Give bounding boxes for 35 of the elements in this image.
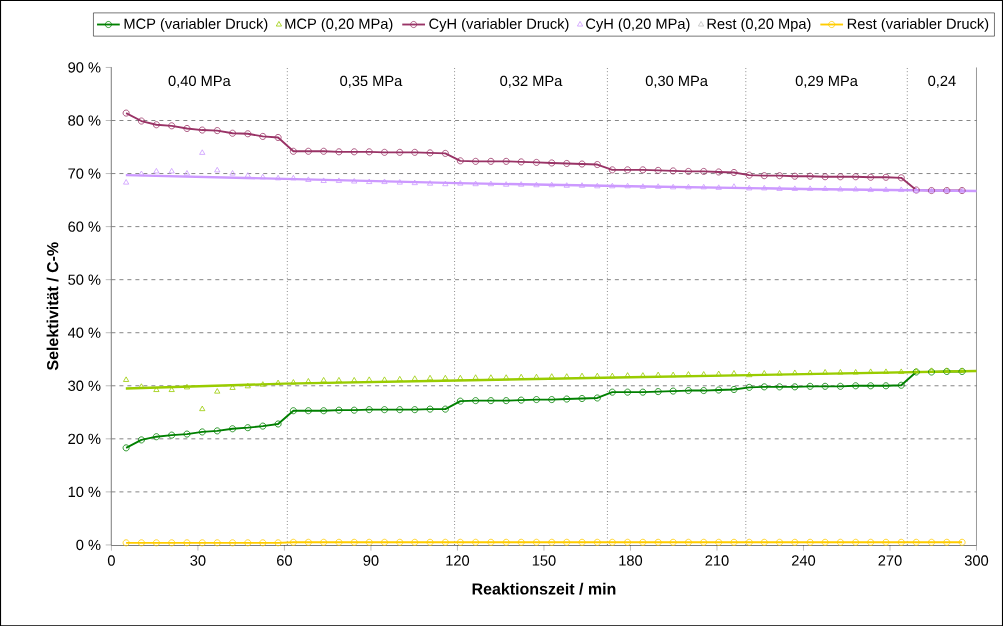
band-label: 0,29 MPa	[795, 75, 858, 88]
x-tick-label: 240	[791, 555, 816, 566]
y-tick-label: 60 %	[68, 221, 101, 232]
x-tick-label: 90	[363, 555, 379, 566]
legend-label: CyH (0,20 MPa)	[586, 18, 690, 32]
legend-label: MCP (0,20 MPa)	[285, 18, 393, 32]
y-tick-label: 70 %	[68, 168, 101, 179]
x-tick-label: 150	[532, 555, 556, 566]
legend-label: MCP (variabler Druck)	[124, 18, 268, 32]
x-tick-label: 30	[190, 555, 206, 566]
x-tick-label: 210	[705, 555, 729, 566]
y-tick-label: 30 %	[68, 380, 101, 391]
y-tick-label: 0 %	[76, 539, 101, 550]
y-tick-label: 90 %	[68, 62, 101, 73]
band-label: 0,30 MPa	[645, 75, 708, 88]
x-tick-label: 300	[964, 555, 989, 566]
legend-label: Rest (0,20 Mpa)	[707, 18, 811, 32]
legend-label: CyH (variabler Druck)	[429, 18, 569, 32]
y-tick-label: 40 %	[67, 327, 101, 338]
y-tick-label: 10 %	[68, 486, 101, 497]
x-tick-label: 60	[277, 555, 292, 566]
x-tick-label: 180	[619, 555, 643, 566]
x-tick-label: 0	[107, 555, 115, 566]
y-axis-title: Selektivität / C-%	[46, 242, 59, 370]
y-tick-label: 80 %	[68, 115, 101, 126]
band-label: 0,24	[928, 75, 956, 88]
x-tick-label: 120	[446, 555, 470, 566]
legend-label: Rest (variabler Druck)	[847, 18, 989, 32]
y-tick-label: 50 %	[68, 274, 101, 285]
band-label: 0,32 MPa	[500, 75, 563, 88]
x-axis-title: Reaktionszeit / min	[472, 582, 616, 595]
band-label: 0,40 MPa	[168, 75, 231, 88]
x-tick-label: 270	[878, 555, 902, 566]
y-tick-label: 20 %	[68, 433, 101, 444]
band-label: 0,35 MPa	[340, 75, 403, 88]
